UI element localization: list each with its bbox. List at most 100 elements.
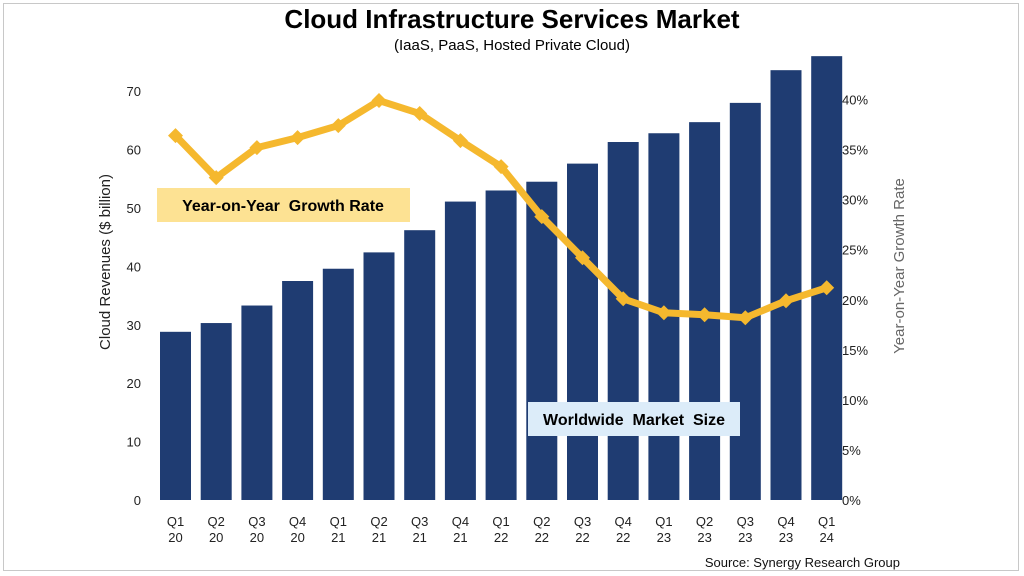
growth-point <box>249 140 265 156</box>
bar <box>241 305 273 500</box>
bar <box>526 181 558 500</box>
x-tick-quarter: Q3 <box>574 514 591 529</box>
bar <box>200 323 232 500</box>
x-tick-year: 21 <box>412 530 426 545</box>
y-tick-label: 40 <box>127 259 141 274</box>
y-axis-label: Cloud Revenues ($ billion) <box>97 174 114 350</box>
y2-tick-label: 0% <box>842 493 861 508</box>
y2-tick-label: 10% <box>842 393 868 408</box>
growth-point <box>371 93 387 109</box>
growth-point <box>168 128 183 144</box>
y2-tick-label: 40% <box>842 93 868 108</box>
source-note: Source: Synergy Research Group <box>705 555 900 570</box>
growth-point <box>534 209 550 225</box>
growth-rate-annotation-text: Year-on-Year Growth Rate <box>182 198 384 215</box>
chart-subtitle: (IaaS, PaaS, Hosted Private Cloud) <box>394 37 630 54</box>
x-tick-quarter: Q1 <box>330 514 347 529</box>
x-tick-year: 21 <box>372 530 386 545</box>
y2-tick-label: 20% <box>842 293 868 308</box>
x-tick-quarter: Q2 <box>208 514 225 529</box>
x-tick-year: 20 <box>168 530 182 545</box>
y2-tick-label: 15% <box>842 343 868 358</box>
bar <box>729 102 761 500</box>
bar <box>607 142 639 500</box>
growth-point <box>493 159 509 175</box>
bar <box>363 252 395 500</box>
y-tick-label: 70 <box>127 84 141 99</box>
x-tick-quarter: Q4 <box>615 514 632 529</box>
growth-point <box>819 280 835 296</box>
x-tick-year: 24 <box>819 530 833 545</box>
bar <box>770 70 802 501</box>
market-size-annotation-text: Worldwide Market Size <box>543 412 725 429</box>
x-tick-year: 23 <box>657 530 671 545</box>
x-tick-quarter: Q2 <box>696 514 713 529</box>
x-tick-year: 22 <box>535 530 549 545</box>
growth-point <box>737 310 753 326</box>
x-tick-year: 20 <box>209 530 223 545</box>
x-tick-quarter: Q3 <box>248 514 265 529</box>
y2-tick-label: 5% <box>842 443 861 458</box>
growth-point <box>575 250 590 266</box>
x-tick-year: 21 <box>453 530 467 545</box>
bar <box>485 190 517 501</box>
bars-group <box>160 56 843 501</box>
bar <box>282 281 314 500</box>
right-axis-ticks: 0% 5% 10% 15% 20% 25% 30% 35% 40% <box>842 93 868 508</box>
x-tick-year: 23 <box>697 530 711 545</box>
x-tick-quarter: Q4 <box>777 514 794 529</box>
x-tick-quarter: Q3 <box>411 514 428 529</box>
market-size-annotation: Worldwide Market Size <box>528 402 740 436</box>
x-tick-year: 23 <box>738 530 752 545</box>
x-tick-quarter: Q2 <box>533 514 550 529</box>
y-tick-label: 30 <box>127 318 141 333</box>
growth-point <box>412 106 428 122</box>
growth-point <box>697 307 713 323</box>
bar <box>160 331 191 500</box>
category-labels: Q120Q220Q320Q420Q121Q221Q321Q421Q122Q222… <box>167 514 836 545</box>
y-tick-label: 60 <box>127 143 141 158</box>
growth-point <box>452 133 468 149</box>
growth-line-group <box>168 93 835 326</box>
x-tick-quarter: Q3 <box>737 514 754 529</box>
bar <box>444 201 476 501</box>
growth-point <box>615 291 631 307</box>
growth-point <box>656 305 672 321</box>
x-tick-quarter: Q4 <box>452 514 469 529</box>
growth-rate-annotation: Year-on-Year Growth Rate <box>157 188 410 222</box>
y2-tick-label: 25% <box>842 243 868 258</box>
y-tick-label: 0 <box>134 493 141 508</box>
x-tick-quarter: Q2 <box>370 514 387 529</box>
x-tick-quarter: Q1 <box>492 514 509 529</box>
growth-rate-annotation-box <box>157 188 410 222</box>
y-tick-label: 50 <box>127 201 141 216</box>
left-axis-ticks: 0 10 20 30 40 50 60 70 <box>127 84 141 508</box>
x-tick-quarter: Q1 <box>818 514 835 529</box>
x-tick-year: 23 <box>779 530 793 545</box>
y2-axis-label: Year-on-Year Growth Rate <box>891 178 908 354</box>
growth-point <box>290 130 306 146</box>
bar <box>567 163 598 500</box>
x-tick-quarter: Q1 <box>655 514 672 529</box>
x-tick-year: 20 <box>290 530 304 545</box>
x-tick-year: 22 <box>494 530 508 545</box>
chart-title: Cloud Infrastructure Services Market <box>284 4 739 34</box>
x-tick-year: 20 <box>250 530 264 545</box>
x-tick-year: 22 <box>575 530 589 545</box>
growth-point <box>778 293 794 309</box>
market-size-annotation-box <box>528 402 740 436</box>
bar <box>322 268 354 500</box>
x-tick-quarter: Q4 <box>289 514 306 529</box>
bar <box>404 230 436 500</box>
growth-point <box>208 170 224 186</box>
bar <box>811 56 843 500</box>
y2-tick-label: 35% <box>842 143 868 158</box>
x-tick-year: 22 <box>616 530 630 545</box>
y-tick-label: 20 <box>127 376 141 391</box>
y-tick-label: 10 <box>127 435 141 450</box>
growth-point <box>330 118 346 134</box>
x-tick-quarter: Q1 <box>167 514 184 529</box>
x-tick-year: 21 <box>331 530 345 545</box>
y2-tick-label: 30% <box>842 193 868 208</box>
